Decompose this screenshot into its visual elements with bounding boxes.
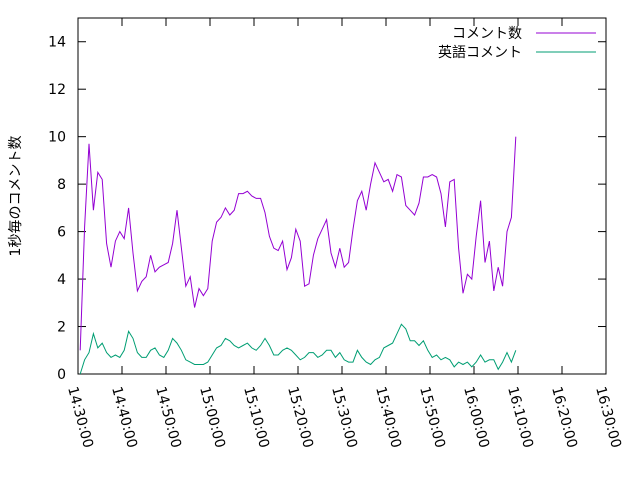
x-tick-label: 15:50:00: [416, 385, 448, 450]
x-tick-label: 16:20:00: [548, 385, 580, 450]
y-axis-label: 1秒毎のコメント数: [8, 136, 24, 257]
y-tick-label: 0: [57, 367, 66, 383]
x-tick-label: 14:40:00: [108, 385, 140, 450]
series-layer: [79, 136, 517, 375]
y-axis: 0 2 4 6 8 10 12 14: [48, 35, 606, 383]
plot-frame: [77, 17, 607, 375]
series-line-1: [79, 136, 517, 351]
x-tick-label: 15:20:00: [284, 385, 316, 450]
series-line-2: [79, 323, 517, 375]
x-tick-label: 15:10:00: [240, 385, 272, 450]
y-tick-label: 10: [48, 130, 66, 146]
legend-label-1: コメント数: [452, 26, 522, 42]
x-tick-label: 16:30:00: [592, 385, 624, 450]
x-tick-label: 14:30:00: [64, 385, 96, 450]
x-tick-label: 16:10:00: [504, 385, 536, 450]
x-tick-label: 15:00:00: [196, 385, 228, 450]
x-tick-label: 16:00:00: [460, 385, 492, 450]
y-tick-label: 2: [57, 320, 66, 336]
x-tick-label: 15:40:00: [372, 385, 404, 450]
x-axis: 14:30:00 14:40:00 14:50:00 15:00:00 15:10:00…: [64, 18, 624, 450]
x-tick-label: 15:30:00: [328, 385, 360, 450]
legend-label-2: 英語コメント: [438, 44, 522, 61]
x-tick-label: 14:50:00: [152, 385, 184, 450]
y-tick-label: 4: [57, 272, 66, 288]
y-tick-label: 6: [57, 225, 66, 241]
y-tick-label: 14: [48, 35, 66, 51]
y-tick-label: 8: [57, 177, 66, 193]
y-tick-label: 12: [48, 82, 66, 98]
